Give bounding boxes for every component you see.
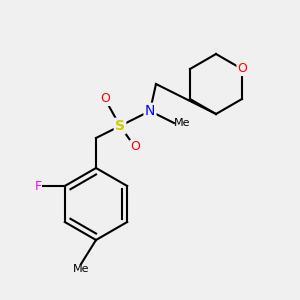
Text: O: O bbox=[100, 92, 110, 106]
Text: Me: Me bbox=[174, 118, 190, 128]
Text: O: O bbox=[130, 140, 140, 154]
Text: N: N bbox=[145, 104, 155, 118]
Text: O: O bbox=[237, 62, 247, 76]
Text: S: S bbox=[115, 119, 125, 133]
Text: F: F bbox=[34, 179, 41, 193]
Text: Me: Me bbox=[73, 264, 89, 274]
